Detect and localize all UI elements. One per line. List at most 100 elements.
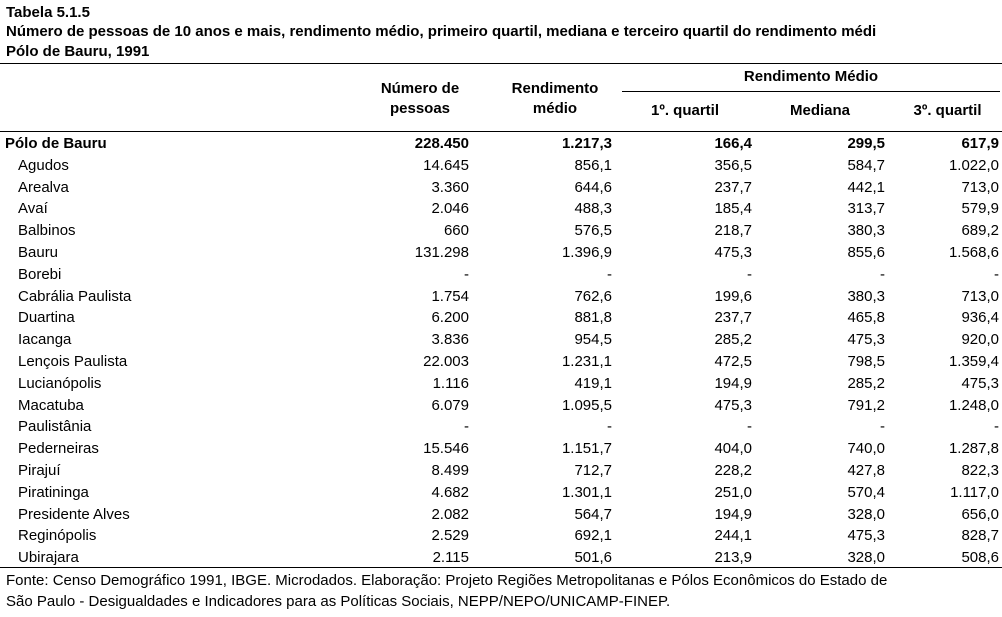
cell-q1: 285,2 xyxy=(714,331,752,349)
table-subtitle: Pólo de Bauru, 1991 xyxy=(6,43,150,60)
cell-q1: 472,5 xyxy=(714,352,752,370)
row-name: Borebi xyxy=(18,265,62,283)
cell-q3: 656,0 xyxy=(961,505,999,523)
cell-income: 762,6 xyxy=(574,287,612,305)
row-name: Piratininga xyxy=(18,483,89,501)
cell-q1: 228,2 xyxy=(714,461,752,479)
table-id: Tabela 5.1.5 xyxy=(6,4,90,21)
cell-median: 380,3 xyxy=(847,287,885,305)
table-row: Lençois Paulista 22.003 1.231,1 472,5 798,5 1… xyxy=(0,351,1002,373)
cell-median: 285,2 xyxy=(847,374,885,392)
row-name: Pólo de Bauru xyxy=(5,135,107,152)
table-row: Ubirajara 2.115 501,6 213,9 328,0 508,6 xyxy=(0,547,1002,569)
source-note-line1: Fonte: Censo Demográfico 1991, IBGE. Mic… xyxy=(6,572,888,589)
cell-q1: 251,0 xyxy=(714,483,752,501)
cell-persons: 131.298 xyxy=(414,243,469,261)
table-row: Piratininga 4.682 1.301,1 251,0 570,4 1.117,0 xyxy=(0,482,1002,504)
cell-income: 692,1 xyxy=(574,527,612,545)
cell-income: 856,1 xyxy=(574,156,612,174)
cell-income: 1.217,3 xyxy=(561,135,612,152)
cell-q3: - xyxy=(994,265,999,283)
cell-q1: 237,7 xyxy=(714,178,752,196)
cell-persons: 3.360 xyxy=(431,178,469,196)
cell-q1: 199,6 xyxy=(714,287,752,305)
cell-q1: 166,4 xyxy=(714,135,752,152)
table-row: Borebi - - - - - xyxy=(0,264,1002,286)
cell-q3: 1.287,8 xyxy=(948,440,999,458)
row-name: Macatuba xyxy=(18,396,84,414)
cell-persons: 2.529 xyxy=(431,527,469,545)
table-row: Balbinos 660 576,5 218,7 380,3 689,2 xyxy=(0,220,1002,242)
cell-income: 954,5 xyxy=(574,331,612,349)
cell-persons: 3.836 xyxy=(431,331,469,349)
cell-median: 442,1 xyxy=(847,178,885,196)
cell-median: 465,8 xyxy=(847,309,885,327)
cell-q1: 475,3 xyxy=(714,243,752,261)
table-row: Duartina 6.200 881,8 237,7 465,8 936,4 xyxy=(0,307,1002,329)
cell-income: 712,7 xyxy=(574,461,612,479)
source-note-line2: São Paulo - Desigualdades e Indicadores … xyxy=(6,593,671,610)
cell-median: - xyxy=(880,418,885,436)
table-title: Número de pessoas de 10 anos e mais, ren… xyxy=(6,23,877,40)
cell-median: 475,3 xyxy=(847,527,885,545)
cell-q3: 920,0 xyxy=(961,331,999,349)
col-header-income-line2: médio xyxy=(532,100,578,117)
cell-q3: 579,9 xyxy=(961,200,999,218)
cell-persons: 1.754 xyxy=(431,287,469,305)
table-row: Pirajuí 8.499 712,7 228,2 427,8 822,3 xyxy=(0,460,1002,482)
group-rule xyxy=(622,91,1000,92)
row-name: Balbinos xyxy=(18,222,76,240)
cell-q3: 617,9 xyxy=(961,135,999,152)
cell-q3: 1.022,0 xyxy=(948,156,999,174)
cell-q3: 475,3 xyxy=(961,374,999,392)
cell-median: 475,3 xyxy=(847,331,885,349)
table-row: Presidente Alves 2.082 564,7 194,9 328,0 656,… xyxy=(0,504,1002,526)
row-name: Lençois Paulista xyxy=(18,352,128,370)
col-group-header: Rendimento Médio xyxy=(743,68,879,85)
row-name: Pirajuí xyxy=(18,461,61,479)
cell-median: 427,8 xyxy=(847,461,885,479)
cell-persons: 6.200 xyxy=(431,309,469,327)
cell-q3: 828,7 xyxy=(961,527,999,545)
table-row: Pederneiras 15.546 1.151,7 404,0 740,0 1.287,… xyxy=(0,438,1002,460)
cell-persons: 1.116 xyxy=(432,374,469,392)
cell-persons: 2.082 xyxy=(431,505,469,523)
cell-income: 1.301,1 xyxy=(561,483,612,501)
top-rule xyxy=(0,63,1002,64)
cell-income: 1.231,1 xyxy=(561,352,612,370)
cell-income: - xyxy=(607,265,612,283)
bottom-rule xyxy=(0,567,1002,568)
cell-income: 1.151,7 xyxy=(561,440,612,458)
cell-persons: 22.003 xyxy=(423,352,469,370)
cell-median: 299,5 xyxy=(847,135,885,152)
cell-q1: 213,9 xyxy=(714,549,752,567)
cell-persons: 2.046 xyxy=(431,200,469,218)
cell-q3: - xyxy=(994,418,999,436)
cell-persons: - xyxy=(464,418,469,436)
col-header-income-line1: Rendimento xyxy=(511,80,599,97)
col-header-q1: 1º. quartil xyxy=(651,102,719,119)
cell-persons: 15.546 xyxy=(423,440,469,458)
cell-q1: 356,5 xyxy=(714,156,752,174)
cell-q1: 218,7 xyxy=(714,222,752,240)
cell-income: 576,5 xyxy=(574,222,612,240)
cell-income: 488,3 xyxy=(574,200,612,218)
table-row: Agudos 14.645 856,1 356,5 584,7 1.022,0 xyxy=(0,155,1002,177)
cell-q3: 713,0 xyxy=(961,178,999,196)
table-row: Cabrália Paulista 1.754 762,6 199,6 380,3 713… xyxy=(0,286,1002,308)
row-name: Ubirajara xyxy=(18,549,79,567)
table-row: Lucianópolis 1.116 419,1 194,9 285,2 475,3 xyxy=(0,373,1002,395)
col-header-q3: 3º. quartil xyxy=(913,102,982,119)
table-row: Macatuba 6.079 1.095,5 475,3 791,2 1.248,0 xyxy=(0,395,1002,417)
cell-q3: 1.248,0 xyxy=(948,396,999,414)
cell-median: 570,4 xyxy=(847,483,885,501)
row-name: Pederneiras xyxy=(18,440,99,458)
row-name: Bauru xyxy=(18,243,59,261)
cell-persons: 660 xyxy=(443,222,469,240)
cell-q3: 1.568,6 xyxy=(948,243,999,261)
table-row: Paulistânia - - - - - xyxy=(0,416,1002,438)
cell-q1: 194,9 xyxy=(714,374,752,392)
cell-q1: 404,0 xyxy=(714,440,752,458)
cell-persons: 2.115 xyxy=(432,549,469,567)
table-row: Arealva 3.360 644,6 237,7 442,1 713,0 xyxy=(0,177,1002,199)
